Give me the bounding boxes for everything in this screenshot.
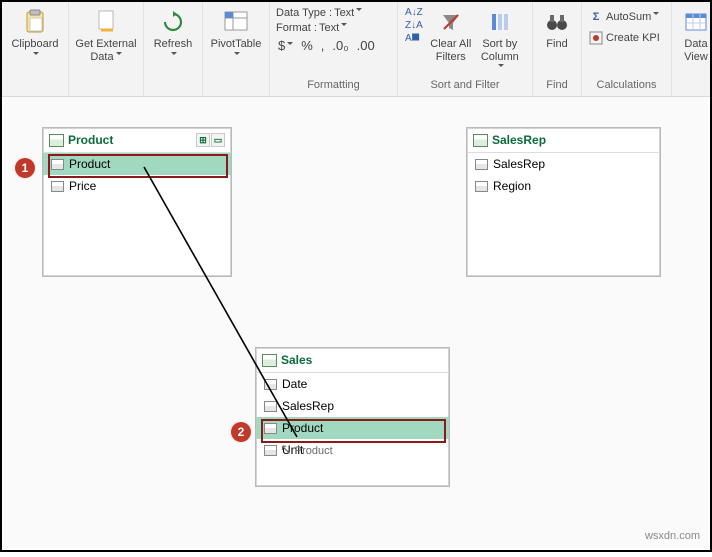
increase-decimal-button[interactable]: .0₀ [332, 38, 348, 53]
comma-button[interactable]: , [321, 38, 325, 53]
sort-by-column-button[interactable]: Sort by Column [476, 4, 524, 76]
table-icon [262, 354, 277, 367]
group-calculations: Σ AutoSum Create KPI Calculations [582, 2, 672, 96]
table-sales-title: Sales [281, 353, 312, 367]
diagram-canvas[interactable]: Product ⊞ ▭ Product Price 1 SalesRep Sal… [4, 97, 708, 548]
format-value: Text [319, 22, 347, 34]
field-product-price[interactable]: Price [43, 175, 231, 197]
group-view: Data View [672, 2, 712, 96]
field-label: Date [282, 377, 307, 391]
field-icon [264, 379, 277, 390]
group-getdata: Get External Data [69, 2, 144, 96]
kpi-icon [588, 30, 604, 46]
calc-group-label: Calculations [586, 77, 667, 94]
sortbycol-label: Sort by Column [478, 38, 522, 76]
clear-filters-button[interactable]: Clear All Filters [426, 4, 476, 63]
field-salesrep-salesrep[interactable]: SalesRep [467, 153, 660, 175]
number-format-row: $ % , .0₀ .00 [274, 36, 393, 55]
table-product-title: Product [68, 133, 113, 147]
sortfilter-group-label: Sort and Filter [402, 77, 528, 94]
sigma-icon: Σ [588, 9, 604, 25]
field-salesrep-region[interactable]: Region [467, 175, 660, 197]
get-external-data-button[interactable]: Get External Data [73, 4, 139, 63]
group-formatting: Data Type : Text Format : Text $ % , .0₀… [270, 2, 398, 96]
watermark: wsxdn.com [645, 530, 700, 542]
percent-button[interactable]: % [301, 38, 313, 53]
sortcolumn-icon [486, 8, 514, 36]
highlight-2 [261, 419, 446, 443]
table-icon [473, 134, 488, 147]
table-product-tools: ⊞ ▭ [196, 133, 225, 147]
autosum-label: AutoSum [606, 11, 659, 23]
clipboard-button[interactable]: Clipboard [6, 4, 64, 63]
sort-desc-button[interactable]: Z↓A [405, 20, 423, 31]
tool-icon[interactable]: ⊞ [196, 133, 210, 147]
callout-1: 1 [14, 157, 36, 179]
autosum-button[interactable]: Σ AutoSum [586, 8, 661, 26]
table-salesrep-header[interactable]: SalesRep [467, 128, 660, 153]
format-row[interactable]: Format : Text [274, 21, 393, 35]
currency-button[interactable]: $ [278, 38, 293, 53]
field-label: SalesRep [493, 157, 545, 171]
table-sales[interactable]: Sales Date SalesRep Product Unit [255, 347, 450, 487]
table-salesrep[interactable]: SalesRep SalesRep Region [466, 127, 661, 277]
ribbon: Clipboard Get External Data Refresh [2, 2, 710, 97]
clipboard-icon [21, 8, 49, 36]
field-label: SalesRep [282, 399, 334, 413]
tool-icon[interactable]: ▭ [211, 133, 225, 147]
datatype-value: Text [334, 7, 362, 19]
createkpi-label: Create KPI [606, 32, 660, 44]
field-icon [475, 181, 488, 192]
datatype-row[interactable]: Data Type : Text [274, 6, 393, 20]
find-group-label: Find [537, 77, 577, 94]
formatting-group-label: Formatting [274, 77, 393, 94]
table-product[interactable]: Product ⊞ ▭ Product Price [42, 127, 232, 277]
group-find: Find Find [533, 2, 582, 96]
pivottable-button[interactable]: PivotTable [207, 4, 265, 63]
field-icon [264, 445, 277, 456]
cursor-icon: ↖ [280, 441, 292, 457]
table-salesrep-title: SalesRep [492, 133, 546, 147]
highlight-1 [48, 154, 228, 178]
refresh-label: Refresh [150, 38, 196, 63]
format-label: Format : [276, 22, 317, 34]
field-icon [51, 181, 64, 192]
datatype-label: Data Type : [276, 7, 332, 19]
clear-sort-button[interactable]: A⯀ [405, 33, 423, 44]
field-label: Price [69, 179, 96, 193]
group-clipboard: Clipboard [2, 2, 69, 96]
sort-asc-button[interactable]: A↓Z [405, 7, 423, 18]
field-icon [475, 159, 488, 170]
refresh-icon [159, 8, 187, 36]
drag-ghost: ↖ Product [280, 441, 333, 458]
table-icon [49, 134, 64, 147]
getdata-label: Get External Data [75, 38, 136, 63]
group-sort-filter: A↓Z Z↓A A⯀ Clear All Filters Sort by Col… [398, 2, 533, 96]
dataview-label: Data View [684, 38, 708, 63]
group-refresh: Refresh [144, 2, 203, 96]
field-sales-date[interactable]: Date [256, 373, 449, 395]
pivottable-icon [222, 8, 250, 36]
refresh-button[interactable]: Refresh [148, 4, 198, 63]
field-icon [264, 401, 277, 412]
decrease-decimal-button[interactable]: .00 [357, 38, 375, 53]
table-sales-header[interactable]: Sales [256, 348, 449, 373]
table-product-header[interactable]: Product ⊞ ▭ [43, 128, 231, 153]
field-sales-salesrep[interactable]: SalesRep [256, 395, 449, 417]
clearfilters-label: Clear All Filters [430, 38, 471, 63]
pivot-label: PivotTable [209, 38, 263, 63]
funnel-icon [437, 8, 465, 36]
callout-2: 2 [230, 421, 252, 443]
group-pivot: PivotTable [203, 2, 270, 96]
binoculars-icon [543, 8, 571, 36]
create-kpi-button[interactable]: Create KPI [586, 29, 662, 47]
clipboard-label: Clipboard [8, 38, 62, 63]
database-icon [92, 8, 120, 36]
data-view-button[interactable]: Data View [676, 4, 712, 63]
find-label: Find [546, 38, 567, 51]
find-button[interactable]: Find [537, 4, 577, 51]
field-label: Region [493, 179, 531, 193]
ghost-label: Product [295, 445, 333, 457]
dataview-icon [682, 8, 710, 36]
